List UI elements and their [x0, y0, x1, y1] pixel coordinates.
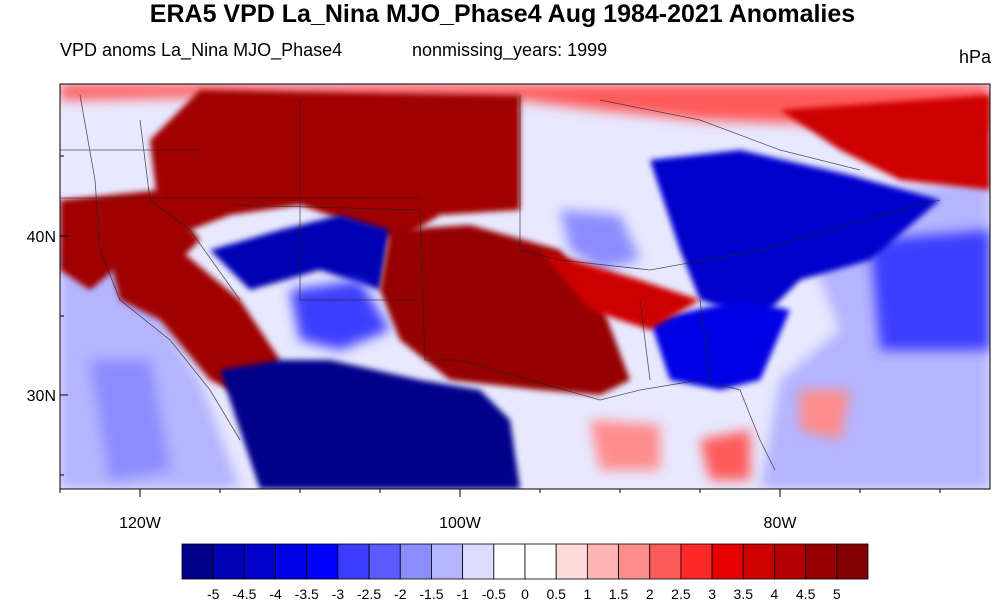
region-east-cold: [650, 150, 940, 320]
region-northwest-hot: [150, 90, 520, 240]
lon-label-100w: 100W: [439, 515, 482, 532]
region-southeast-cold: [650, 300, 790, 390]
colorbar-label: -0.5: [482, 586, 506, 602]
colorbar-swatch: [836, 543, 869, 580]
colorbar-swatch: [275, 543, 308, 580]
colorbar-swatch: [711, 543, 744, 580]
boundary-lines: [60, 94, 941, 471]
lon-label-80w: 80W: [764, 515, 798, 532]
map-title: ERA5 VPD La_Nina MJO_Phase4 Aug 1984-202…: [149, 0, 856, 28]
colorbar-swatch: [555, 543, 588, 580]
colorbar-swatch: [181, 543, 214, 580]
colorbar-swatch: [337, 543, 370, 580]
colorbar-swatch: [742, 543, 775, 580]
colorbar-label: 3: [708, 586, 716, 602]
colorbar-label: -2.5: [357, 586, 381, 602]
colorbar-swatch: [680, 543, 713, 580]
colorbar-swatch: [431, 543, 464, 580]
colorbar-label: -1: [456, 586, 469, 602]
colorbar-label: 0: [521, 586, 529, 602]
map-frame: [59, 83, 991, 490]
lat-label-40n: 40N: [27, 229, 56, 246]
lat-ticks: [60, 155, 68, 476]
colorbar-label: 0.5: [546, 586, 566, 602]
colorbar-label: -3.5: [295, 586, 319, 602]
colorbar-swatch: [524, 543, 557, 580]
colorbar-swatch: [618, 543, 651, 580]
colorbar-label: -5: [207, 586, 220, 602]
colorbar-swatch: [493, 543, 526, 580]
colorbar-swatch: [368, 543, 401, 580]
colorbar-label: 5: [833, 586, 841, 602]
anomaly-field: [60, 84, 990, 489]
colorbar-swatch: [649, 543, 682, 580]
colorbar-label: -4: [269, 586, 282, 602]
colorbar-label: 3.5: [734, 586, 754, 602]
colorbar-label: -2: [394, 586, 407, 602]
colorbar-label: 4.5: [796, 586, 816, 602]
colorbar-swatch: [212, 543, 245, 580]
colorbar-label: 1: [583, 586, 591, 602]
colorbar-label: 2: [646, 586, 654, 602]
colorbar-label: -4.5: [232, 586, 256, 602]
units-label: hPa: [958, 47, 991, 67]
colorbar-swatch: [399, 543, 432, 580]
colorbar-swatch: [805, 543, 838, 580]
lon-ticks: [59, 489, 941, 497]
region-california-hot: [110, 250, 280, 400]
colorbar: -5 -4.5 -4 -3.5 -3 -2.5 -2 -1.5 -1 -0.5 0 0.5 1 1.5 2 2…: [181, 543, 869, 602]
colorbar-label: -3: [332, 586, 345, 602]
lon-label-120w: 120W: [119, 515, 162, 532]
lat-label-30n: 30N: [27, 388, 56, 405]
colorbar-label: 2.5: [671, 586, 691, 602]
colorbar-swatch: [306, 543, 339, 580]
colorbar-swatch: [586, 543, 619, 580]
colorbar-swatch: [774, 543, 807, 580]
colorbar-swatch: [243, 543, 276, 580]
years-subtitle: nonmissing_years: 1999: [412, 40, 608, 60]
region-texas-cold: [220, 360, 520, 489]
variable-subtitle: VPD anoms La_Nina MJO_Phase4: [60, 40, 343, 60]
colorbar-label: 1.5: [609, 586, 629, 602]
colorbar-label: 4: [771, 586, 779, 602]
colorbar-swatch: [462, 543, 495, 580]
colorbar-label: -1.5: [419, 586, 443, 602]
